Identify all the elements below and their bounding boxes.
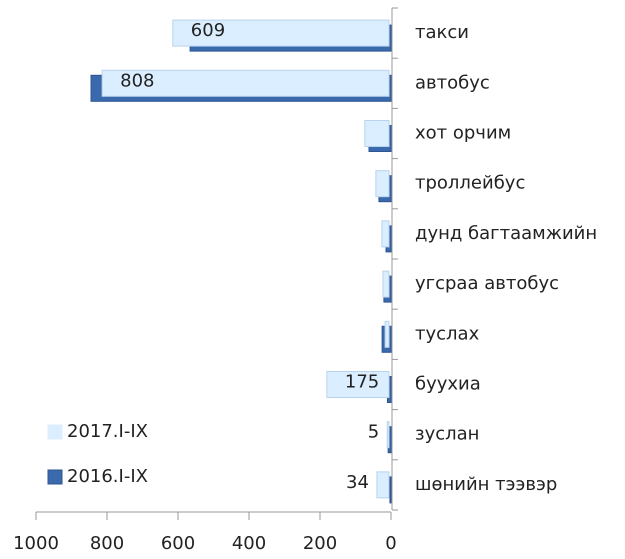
- legend-label: 2017.I-IX: [67, 421, 148, 442]
- bar: [389, 476, 392, 504]
- bar: [382, 270, 390, 298]
- data-label: 175: [345, 372, 379, 393]
- category-label: автобус: [415, 72, 490, 93]
- bar: [386, 421, 390, 449]
- bar: [364, 120, 390, 147]
- category-label: зуслан: [415, 424, 479, 445]
- x-tick-label: 800: [90, 533, 124, 554]
- data-label: 609: [191, 20, 225, 41]
- legend-swatch: [47, 424, 63, 440]
- data-label: 5: [368, 422, 379, 443]
- legend-label: 2016.I-IX: [67, 466, 148, 487]
- data-label: 808: [120, 70, 154, 91]
- x-tick-label: 200: [303, 533, 337, 554]
- bar: [384, 320, 390, 348]
- data-label: 34: [346, 472, 369, 493]
- bar: [381, 220, 390, 248]
- bar: [101, 69, 390, 97]
- bar: [172, 19, 390, 47]
- category-label: туслах: [415, 323, 480, 344]
- category-label: хот орчим: [415, 123, 511, 144]
- category-label: дунд багтаамжийн: [415, 223, 597, 244]
- bar: [326, 371, 390, 398]
- x-tick-label: 0: [385, 533, 396, 554]
- category-label: шөнийн тээвэр: [415, 474, 557, 495]
- x-tick-label: 600: [161, 533, 195, 554]
- category-label: такси: [415, 22, 469, 43]
- bar: [376, 471, 390, 499]
- legend-swatch: [47, 469, 63, 485]
- category-label: троллейбус: [415, 173, 525, 194]
- bar: [375, 170, 390, 198]
- x-tick-label: 400: [232, 533, 266, 554]
- category-label: угсраа автобус: [415, 273, 559, 294]
- category-label: буухиа: [415, 374, 481, 395]
- x-tick-label: 1000: [13, 533, 59, 554]
